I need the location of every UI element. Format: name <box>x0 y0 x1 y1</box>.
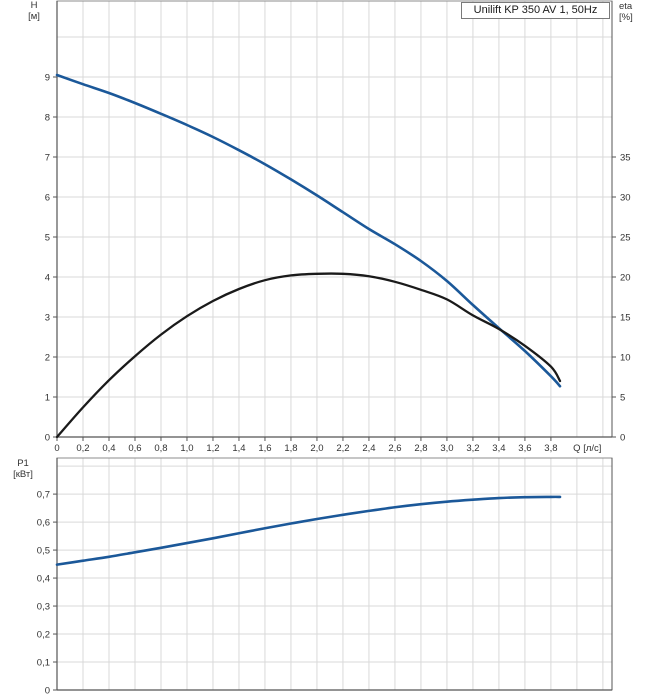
head-chart-ytick-left: 5 <box>45 233 50 244</box>
power-axis-unit-label: P1 [кВт] <box>2 458 44 480</box>
head-chart-xtick: 0,8 <box>154 443 167 454</box>
head-chart-ytick-left: 7 <box>45 153 50 164</box>
head-chart-ytick-right: 20 <box>620 273 631 284</box>
power-chart-ytick-left: 0,6 <box>37 518 50 529</box>
head-chart-ytick-left: 1 <box>45 393 50 404</box>
head-chart-xtick: 0,6 <box>128 443 141 454</box>
power-chart-ytick-left: 0,5 <box>37 546 50 557</box>
head-chart-ticks <box>53 76 616 441</box>
power-chart-ytick-left: 0,4 <box>37 574 50 585</box>
curve-title-box: Unilift KP 350 AV 1, 50Hz <box>461 2 610 19</box>
head-chart-ytick-left: 0 <box>45 433 50 444</box>
head-chart-xtick: 0,2 <box>76 443 89 454</box>
head-chart-xtick: 1,8 <box>284 443 297 454</box>
power-chart-ytick-left: 0,7 <box>37 490 50 501</box>
head-chart-xtick: 0 <box>54 443 59 454</box>
right-axis-quantity: eta <box>619 1 633 12</box>
head-chart-ytick-right: 10 <box>620 353 631 364</box>
head-chart-xtick: 0,4 <box>102 443 115 454</box>
left-axis-quantity: H <box>30 0 38 11</box>
curve-title: Unilift KP 350 AV 1, 50Hz <box>473 4 598 16</box>
head-chart-ytick-right: 0 <box>620 433 625 444</box>
head-chart-ytick-right: 35 <box>620 153 631 164</box>
head-chart-tick-labels: 0 1 2 3 4 5 6 7 8 9 0 5 10 15 20 25 30 35 0 0,2 0,4 0,6 0,8 1,0… <box>45 73 631 455</box>
head-chart-xtick: 3,2 <box>466 443 479 454</box>
left-axis-unit: [м] <box>28 10 40 22</box>
head-chart-ytick-left: 8 <box>45 113 50 124</box>
right-axis-unit: [%] <box>619 11 633 23</box>
head-chart-ytick-right: 15 <box>620 313 631 324</box>
head-chart-xtick: 1,0 <box>180 443 193 454</box>
head-chart-axes <box>56 0 613 438</box>
power-chart-axes <box>56 457 613 691</box>
power-chart-ytick-left: 0,3 <box>37 602 50 613</box>
power-axis-quantity: P1 <box>17 458 29 469</box>
head-chart-ytick-left: 4 <box>45 273 50 284</box>
power-chart-ytick-left: 0 <box>45 686 50 697</box>
h-pump-curve <box>55 73 562 388</box>
power-axis-unit: [кВт] <box>13 468 33 480</box>
head-chart-xtick: 2,0 <box>310 443 323 454</box>
head-chart-xtick: 2,4 <box>362 443 375 454</box>
head-chart-ytick-right: 30 <box>620 193 631 204</box>
head-chart-xtick: 3,0 <box>440 443 453 454</box>
head-chart-xtick: 2,2 <box>336 443 349 454</box>
power-chart-ticks <box>53 493 57 691</box>
head-chart-ytick-left: 6 <box>45 193 50 204</box>
power-chart-ytick-left: 0,1 <box>37 658 50 669</box>
right-axis-unit-label: eta [%] <box>619 1 655 23</box>
head-chart-xtick: 2,6 <box>388 443 401 454</box>
head-chart-ytick-left: 2 <box>45 353 50 364</box>
p1-power-curve <box>55 495 562 566</box>
power-chart-tick-labels: 0 0,1 0,2 0,3 0,4 0,5 0,6 0,7 <box>37 490 50 697</box>
head-chart-xtick: 3,8 <box>544 443 557 454</box>
head-chart-xaxis-label: Q [л/с] <box>573 443 601 454</box>
head-chart-ytick-right: 5 <box>620 393 625 404</box>
eta-efficiency-curve <box>55 272 562 439</box>
power-chart-ytick-left: 0,2 <box>37 630 50 641</box>
head-chart-xtick: 1,2 <box>206 443 219 454</box>
head-chart-xtick: 3,6 <box>518 443 531 454</box>
head-chart-xtick: 2,8 <box>414 443 427 454</box>
head-chart-ytick-left: 3 <box>45 313 50 324</box>
head-chart-xtick: 1,6 <box>258 443 271 454</box>
head-chart-ytick-left: 9 <box>45 73 50 84</box>
power-chart-grid <box>57 458 612 690</box>
head-chart-xtick: 1,4 <box>232 443 245 454</box>
head-chart-xtick: 3,4 <box>492 443 505 454</box>
head-chart-ytick-right: 25 <box>620 233 631 244</box>
head-chart-grid <box>57 1 612 437</box>
left-axis-unit-label: H [м] <box>20 0 48 22</box>
